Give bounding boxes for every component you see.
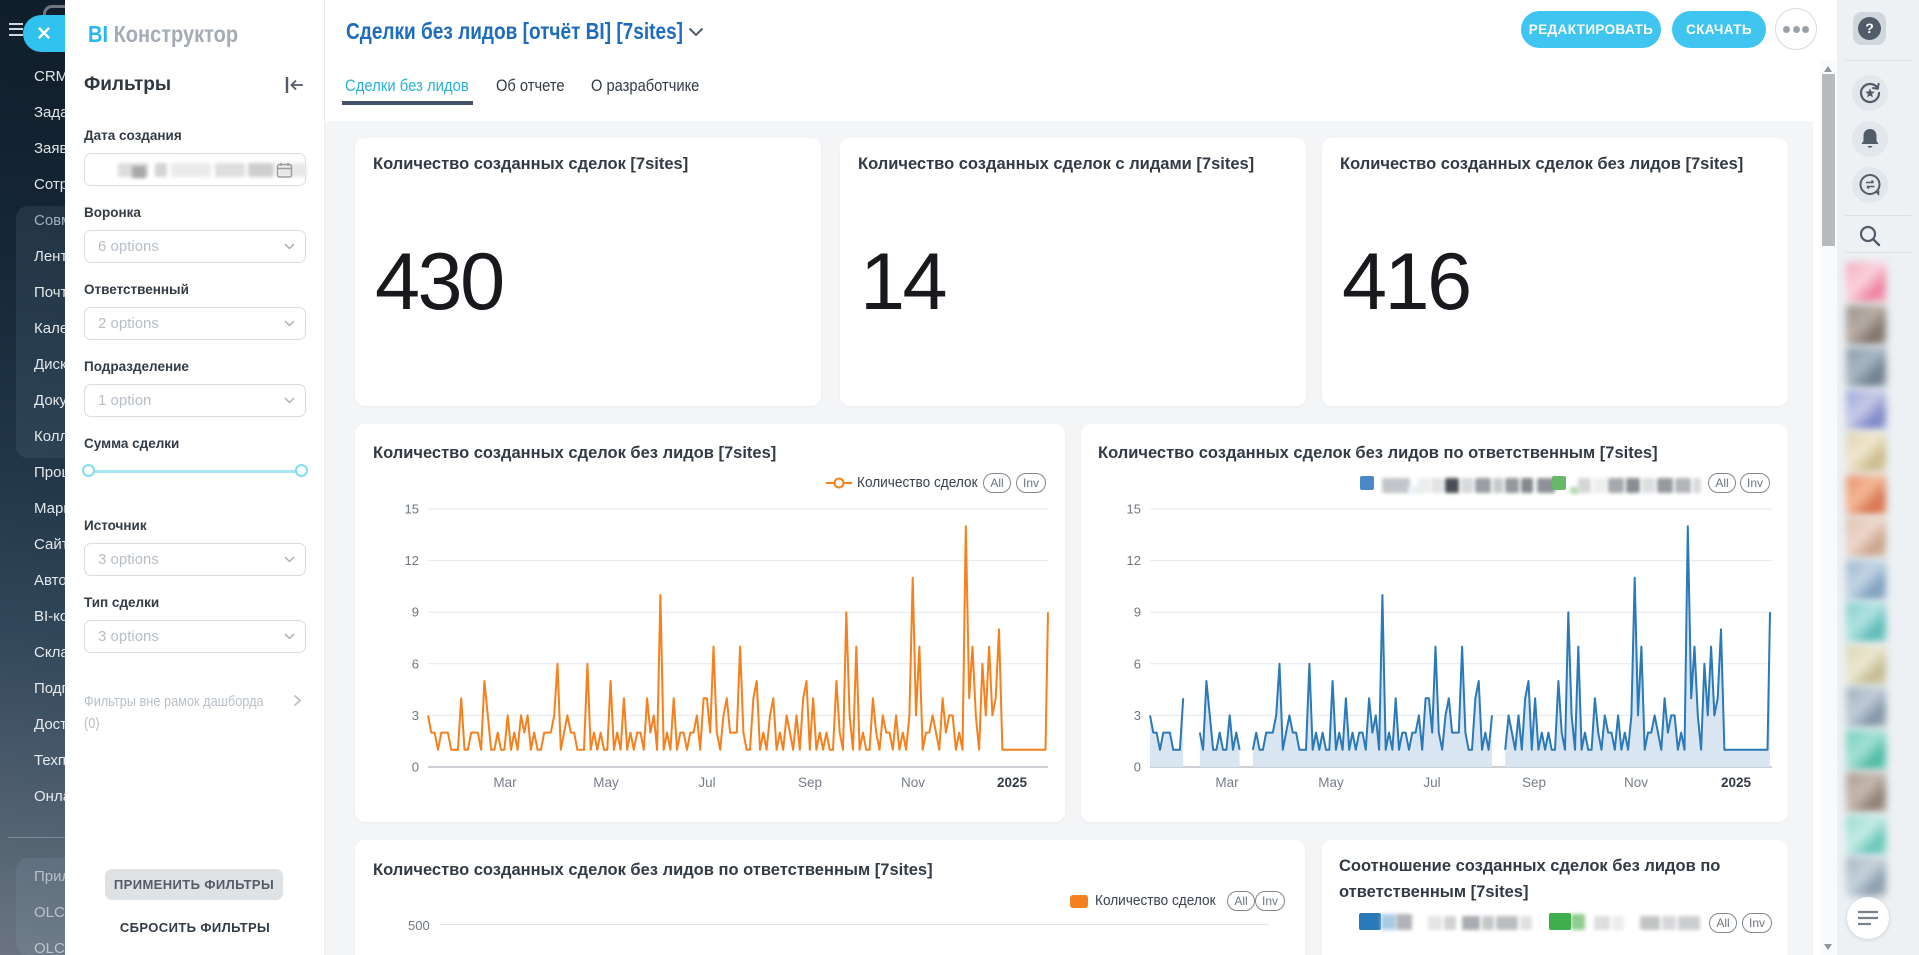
svg-text:12: 12 — [1127, 553, 1141, 568]
svg-text:6: 6 — [412, 656, 419, 671]
svg-text:Jul: Jul — [1423, 775, 1440, 790]
svg-text:May: May — [1318, 775, 1344, 790]
svg-text:Mar: Mar — [1215, 775, 1239, 790]
svg-text:Nov: Nov — [901, 775, 925, 790]
svg-text:15: 15 — [1127, 502, 1141, 517]
svg-text:Mar: Mar — [493, 775, 517, 790]
svg-text:9: 9 — [1134, 605, 1141, 620]
svg-text:0: 0 — [412, 760, 419, 775]
svg-text:2025: 2025 — [1721, 775, 1752, 790]
svg-text:0: 0 — [1134, 760, 1141, 775]
svg-text:6: 6 — [1134, 656, 1141, 671]
svg-text:2025: 2025 — [997, 775, 1028, 790]
svg-text:9: 9 — [412, 605, 419, 620]
svg-text:Sep: Sep — [798, 775, 822, 790]
svg-text:3: 3 — [412, 708, 419, 723]
svg-text:Nov: Nov — [1624, 775, 1648, 790]
svg-text:Sep: Sep — [1522, 775, 1546, 790]
svg-text:12: 12 — [405, 553, 419, 568]
svg-text:15: 15 — [405, 502, 419, 517]
svg-text:Jul: Jul — [698, 775, 715, 790]
svg-text:May: May — [593, 775, 619, 790]
svg-text:3: 3 — [1134, 708, 1141, 723]
